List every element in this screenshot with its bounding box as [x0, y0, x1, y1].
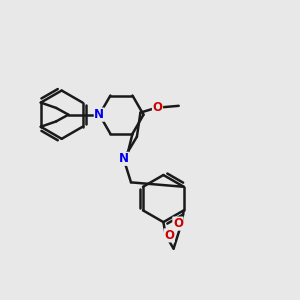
Text: O: O	[164, 229, 174, 242]
Text: O: O	[173, 217, 183, 230]
Text: N: N	[118, 152, 129, 165]
Text: O: O	[152, 101, 163, 114]
Text: N: N	[94, 108, 104, 121]
